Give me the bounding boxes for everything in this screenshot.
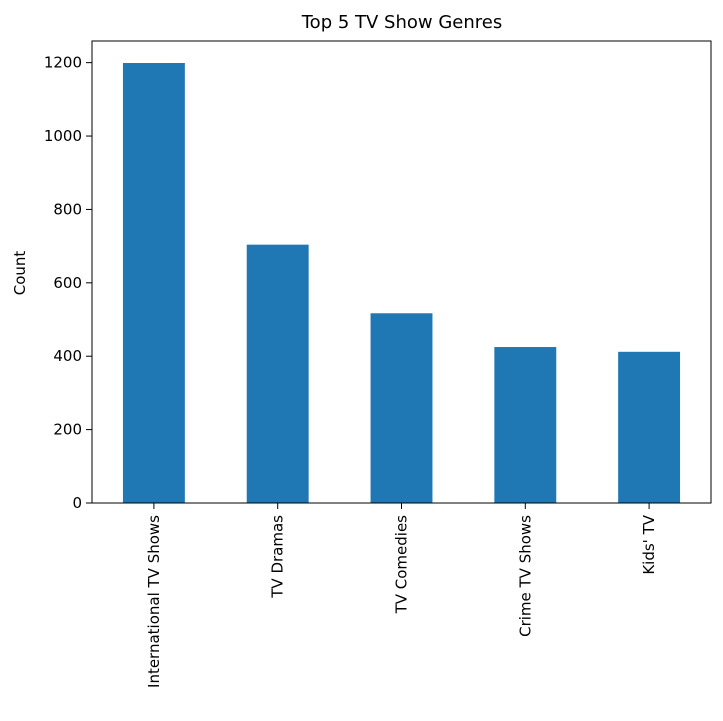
x-tick-label: TV Dramas <box>269 515 287 599</box>
y-tick-label: 800 <box>53 200 82 218</box>
plot-frame <box>91 40 712 504</box>
y-tick-label: 200 <box>53 421 82 439</box>
x-tick-label: Crime TV Shows <box>516 515 534 637</box>
bar <box>122 63 185 504</box>
bar <box>494 347 557 503</box>
chart-title: Top 5 TV Show Genres <box>301 12 502 33</box>
bar <box>618 351 681 503</box>
x-tick-label: TV Comedies <box>393 515 411 615</box>
x-tick-label: Kids' TV <box>640 514 658 574</box>
y-tick-label: 1000 <box>44 127 82 145</box>
plot-area: 0 200 400 600 800 1000 1200 International TV Sh… <box>44 40 712 688</box>
bar <box>246 244 309 503</box>
x-tick-label: International TV Shows <box>145 515 163 688</box>
y-tick-label: 1200 <box>44 54 82 72</box>
y-tick-label: 600 <box>53 274 82 292</box>
y-axis-title: Count <box>11 251 29 296</box>
bar <box>370 313 433 503</box>
y-tick-label: 400 <box>53 347 82 365</box>
y-tick-label: 0 <box>72 494 82 512</box>
